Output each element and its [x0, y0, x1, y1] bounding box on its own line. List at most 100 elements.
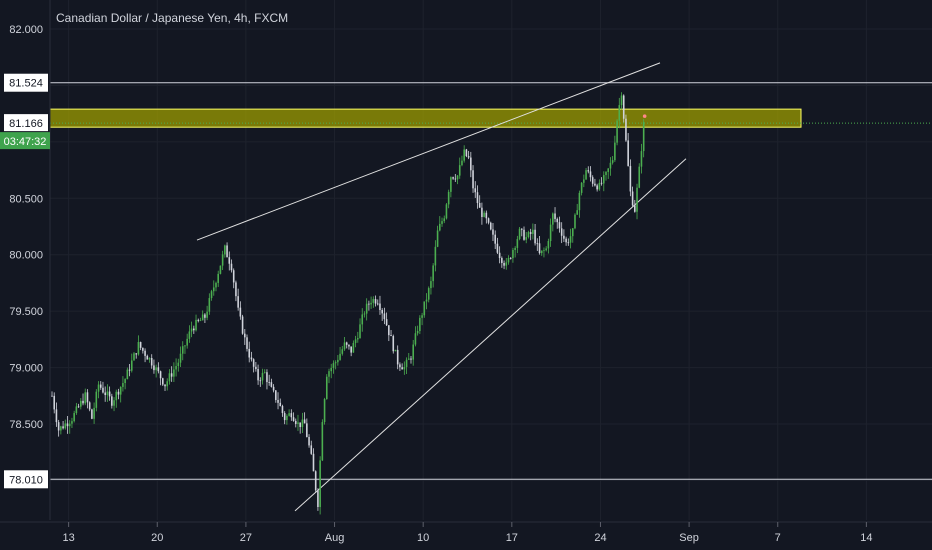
candle-body: [399, 364, 401, 368]
candle-body: [416, 331, 419, 334]
candle-body: [425, 299, 428, 302]
x-tick-label: 14: [860, 532, 872, 544]
candle-body: [159, 371, 162, 379]
candle-body: [201, 314, 204, 321]
candle-body: [625, 118, 627, 141]
candle-body: [474, 188, 477, 193]
candle-body: [614, 142, 616, 161]
candle-body: [514, 247, 516, 250]
candle-body: [337, 359, 339, 363]
candle-body: [476, 192, 479, 203]
candle-body: [410, 358, 412, 360]
candle-body: [414, 333, 417, 345]
supply-zone[interactable]: [49, 108, 802, 128]
candle-body: [88, 402, 91, 410]
candle-body: [308, 437, 310, 446]
candle-body: [492, 229, 494, 235]
candle-body: [467, 156, 470, 158]
candle-body: [558, 222, 561, 229]
candle-body: [299, 422, 301, 428]
candle-body: [334, 362, 337, 364]
candle-body: [204, 314, 206, 318]
candle-body: [463, 149, 465, 161]
candle-body: [230, 263, 233, 271]
candle-body: [166, 381, 169, 387]
candle-body: [392, 336, 395, 352]
candle-body: [126, 369, 129, 380]
candle-body: [560, 228, 563, 236]
candle-body: [323, 399, 326, 423]
candle-body: [383, 313, 386, 320]
candle-body: [543, 250, 545, 252]
candle-body: [496, 243, 499, 253]
candle-body: [175, 366, 177, 370]
candle-body: [130, 360, 133, 371]
candle-body: [374, 299, 377, 304]
candle-body: [84, 392, 87, 404]
candle-body: [206, 311, 208, 318]
candle-body: [445, 204, 448, 219]
candle-body: [102, 387, 104, 393]
candle-body: [235, 282, 237, 297]
candle-body: [60, 426, 62, 431]
candle-body: [319, 460, 321, 508]
candle-body: [348, 344, 350, 347]
candle-body: [607, 168, 610, 172]
candle-body: [301, 419, 304, 428]
x-tick-label: 24: [594, 532, 606, 544]
candle-body: [55, 409, 58, 423]
candle-body: [325, 376, 328, 400]
last-price-marker: [642, 114, 647, 118]
candle-body: [212, 287, 215, 292]
x-tick-label: 20: [151, 532, 163, 544]
candle-body: [148, 357, 151, 360]
candle-body: [640, 151, 643, 167]
candle-body: [547, 241, 550, 249]
candle-body: [434, 246, 437, 266]
candle-body: [248, 348, 251, 358]
candle-body: [95, 391, 98, 408]
candle-body: [181, 346, 184, 354]
candle-body: [279, 402, 282, 407]
candle-body: [520, 228, 523, 230]
candle-body: [51, 395, 53, 397]
candle-body: [361, 314, 364, 325]
candle-body: [598, 182, 601, 190]
countdown-tag: [0, 132, 50, 150]
candle-body: [583, 179, 585, 183]
candle-body: [379, 303, 381, 310]
candle-body: [376, 303, 379, 305]
candle-body: [219, 265, 222, 274]
candle-body: [589, 171, 592, 178]
candle-body: [97, 384, 100, 392]
candle-body: [246, 337, 248, 349]
candle-body: [139, 342, 142, 348]
candle-body: [507, 257, 510, 263]
candle-body: [53, 395, 56, 410]
candle-body: [306, 423, 308, 438]
candle-body: [86, 392, 89, 403]
candle-body: [556, 218, 559, 223]
candle-body: [255, 366, 257, 370]
candle-body: [343, 342, 346, 350]
x-tick-label: 7: [775, 532, 781, 544]
x-tick-label: Sep: [679, 532, 699, 544]
lower-trendline[interactable]: [294, 158, 687, 512]
candle-body: [64, 423, 67, 429]
candle-body: [135, 353, 138, 355]
candle-body: [587, 170, 590, 172]
x-tick-label: 17: [506, 532, 518, 544]
upper-trendline[interactable]: [196, 62, 661, 241]
candle-body: [407, 358, 410, 360]
candle-body: [57, 422, 60, 431]
candle-body: [328, 371, 330, 377]
level-price-tag-text: 78.010: [9, 474, 43, 486]
candle-body: [297, 422, 299, 424]
y-tick-label: 78.500: [9, 419, 43, 431]
candle-body: [330, 367, 333, 372]
candle-body: [620, 95, 623, 106]
candle-body: [224, 245, 226, 255]
candle-body: [208, 298, 211, 312]
candle-body: [372, 299, 375, 303]
